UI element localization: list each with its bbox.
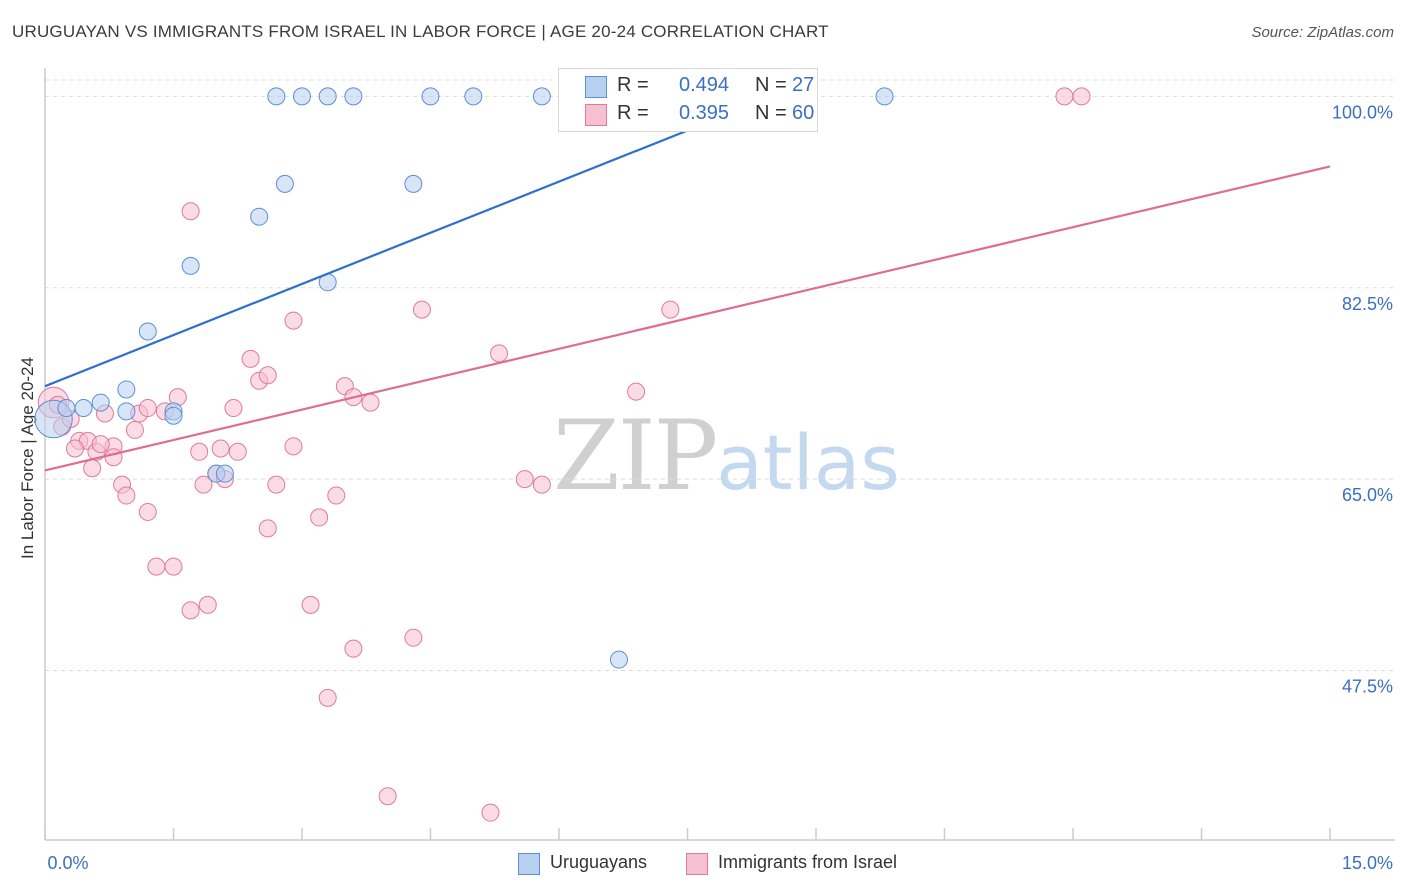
israel-point — [661, 300, 680, 319]
y-tick-label: 100.0% — [1332, 102, 1393, 122]
israel-point — [284, 437, 303, 456]
israel-point — [194, 475, 213, 494]
x-tick-label: 0.0% — [47, 853, 88, 873]
watermark: ZIPatlas — [553, 400, 900, 512]
israel-point — [198, 595, 217, 614]
israel-point — [65, 439, 84, 458]
israel-trendline — [44, 165, 1331, 472]
israel-point — [344, 639, 363, 658]
israel-point — [267, 475, 286, 494]
legend-r-value: 0.395 — [679, 102, 730, 124]
uruguayan-point — [250, 207, 269, 226]
uruguayan-point — [215, 464, 234, 483]
source-label: Source: ZipAtlas.com — [1251, 24, 1394, 41]
uruguayan-point — [404, 174, 423, 193]
bottom-legend-swatch — [686, 853, 708, 875]
israel-point — [258, 366, 277, 385]
uruguayan-point — [293, 87, 311, 106]
y-tick-label: 82.5% — [1342, 294, 1393, 314]
uruguayan-point — [421, 87, 440, 106]
israel-point — [301, 595, 320, 614]
uruguayan-point — [138, 322, 157, 341]
uruguayan-point — [74, 399, 93, 418]
israel-point — [378, 787, 397, 806]
israel-point — [284, 311, 303, 330]
israel-point — [117, 486, 136, 505]
legend-swatch-uruguayans — [585, 76, 607, 98]
chart-title: URUGUAYAN VS IMMIGRANTS FROM ISRAEL IN L… — [12, 22, 829, 41]
israel-point — [181, 601, 200, 620]
uruguayan-point — [344, 87, 363, 106]
legend-r-label: R = — [617, 74, 649, 96]
israel-point — [138, 399, 157, 418]
uruguayan-point — [875, 87, 894, 106]
israel-point — [241, 349, 260, 368]
israel-point — [361, 393, 380, 412]
uruguayan-point — [181, 256, 200, 275]
legend-n-value: 27 — [792, 74, 815, 96]
israel-point — [481, 803, 500, 822]
israel-point — [412, 300, 431, 319]
legend-r-label: R = — [617, 102, 649, 124]
uruguayan-point — [117, 402, 136, 421]
watermark-zip: ZIP — [553, 400, 718, 512]
legend-n-label: N = — [755, 102, 787, 124]
israel-point — [190, 442, 209, 461]
uruguayan-point — [117, 380, 136, 399]
uruguayan-point — [91, 393, 110, 412]
uruguayan-point — [275, 174, 294, 193]
uruguayan-point — [57, 399, 76, 418]
israel-point — [104, 448, 123, 467]
israel-point — [224, 399, 243, 418]
y-tick-label: 47.5% — [1342, 677, 1393, 697]
legend-n-label: N = — [755, 74, 787, 96]
bottom-legend-label: Uruguayans — [550, 852, 648, 872]
israel-point — [1055, 87, 1074, 106]
israel-point — [83, 459, 102, 478]
israel-point — [258, 519, 277, 538]
legend-swatch-israel — [585, 104, 607, 126]
bottom-legend-label: Immigrants from Israel — [718, 852, 898, 872]
israel-point — [138, 502, 157, 521]
israel-point — [404, 628, 423, 647]
israel-point — [627, 382, 646, 401]
israel-point — [164, 557, 183, 576]
israel-point — [147, 557, 166, 576]
uruguayan-trendline — [44, 95, 774, 388]
uruguayan-point — [267, 87, 286, 106]
israel-point — [327, 486, 346, 505]
israel-point — [318, 688, 337, 707]
israel-point — [181, 202, 200, 221]
israel-point — [1072, 87, 1091, 106]
legend-n-value: 60 — [792, 102, 815, 124]
israel-point — [490, 344, 509, 363]
israel-point — [125, 420, 144, 439]
israel-point — [515, 470, 534, 489]
israel-point — [91, 435, 110, 454]
uruguayan-point — [164, 406, 183, 425]
watermark-atlas: atlas — [716, 418, 900, 507]
israel-point — [532, 475, 551, 494]
legend-r-value: 0.494 — [679, 74, 730, 96]
israel-point — [228, 442, 247, 461]
y-tick-label: 65.0% — [1342, 485, 1393, 505]
bottom-legend-swatch — [518, 853, 540, 875]
uruguayan-point — [532, 87, 551, 106]
israel-point — [310, 508, 329, 527]
correlation-legend: R = 0.494 N = 27 R = 0.395 N = 60 — [558, 68, 818, 132]
x-tick-label: 15.0% — [1342, 853, 1393, 873]
uruguayan-point — [609, 650, 628, 669]
uruguayan-point — [318, 87, 337, 106]
uruguayan-point — [464, 87, 483, 106]
israel-point — [211, 439, 230, 458]
